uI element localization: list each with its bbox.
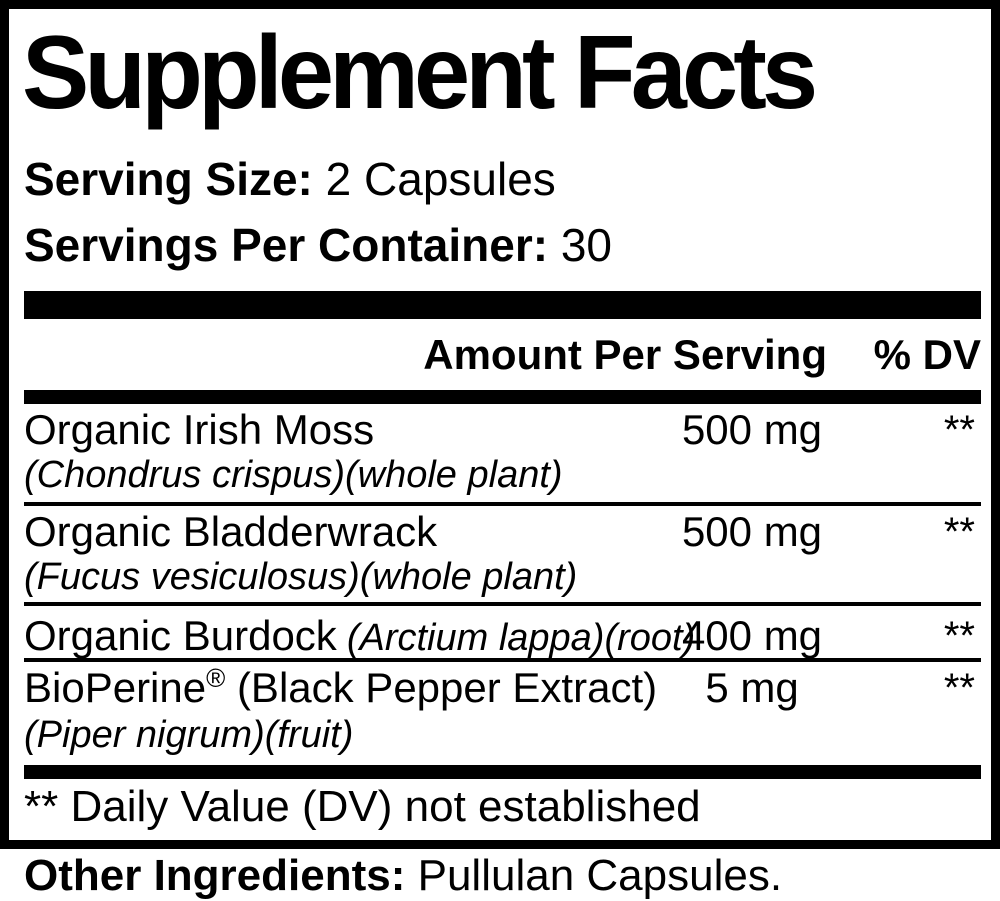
other-ingredients-value: Pullulan Capsules. — [417, 851, 783, 900]
ingredient-botanical-name: (Fucus vesiculosus)(whole plant) — [24, 556, 578, 598]
servings-per-container-value: 30 — [560, 219, 612, 271]
table-row: Organic Irish Moss 500 mg ** — [24, 406, 981, 454]
registered-trademark-symbol: ® — [206, 663, 226, 693]
ingredient-amount: 400 mg — [681, 612, 823, 659]
ingredient-dv: ** — [943, 510, 975, 554]
thick-divider-bar-header — [24, 390, 981, 404]
ingredient-name: Organic Irish Moss — [24, 406, 375, 453]
ingredient-amount: 500 mg — [681, 406, 823, 453]
ingredient-name-suffix: (Black Pepper Extract) — [225, 664, 658, 711]
ingredient-amount: 5 mg — [705, 664, 799, 711]
ingredient-botanical-name: (Arctium lappa)(root) — [346, 617, 696, 659]
ingredient-amount: 500 mg — [681, 508, 823, 555]
thick-divider-bar-top — [24, 291, 981, 319]
ingredient-name-text: BioPerine — [24, 664, 207, 711]
servings-per-container-line: Servings Per Container: 30 — [24, 216, 612, 276]
ingredient-name-text: Organic Burdock — [24, 612, 337, 659]
ingredient-dv: ** — [943, 408, 975, 452]
ingredient-dv: ** — [943, 614, 975, 658]
facts-box-border — [0, 0, 1000, 849]
other-ingredients-label: Other Ingredients: — [24, 851, 406, 900]
table-row: BioPerine® (Black Pepper Extract) 5 mg *… — [24, 664, 981, 712]
thin-divider-rule — [24, 502, 981, 506]
ingredient-name: BioPerine® (Black Pepper Extract) — [24, 664, 677, 712]
page-title: Supplement Facts — [22, 15, 818, 131]
thick-divider-bar-bottom — [24, 765, 981, 779]
ingredient-botanical-name: (Piper nigrum)(fruit) — [24, 714, 354, 756]
table-row: Organic Bladderwrack 500 mg ** — [24, 508, 981, 556]
ingredient-botanical-name: (Chondrus crispus)(whole plant) — [24, 454, 563, 496]
amount-per-serving-header: Amount Per Serving — [423, 331, 827, 378]
ingredient-dv: ** — [943, 666, 975, 710]
thin-divider-rule — [24, 602, 981, 606]
daily-value-footnote: ** Daily Value (DV) not established — [24, 782, 701, 831]
table-header-row: Amount Per Serving % DV — [24, 332, 981, 378]
table-row: Organic Burdock (Arctium lappa)(root) 400… — [24, 612, 981, 662]
serving-size-line: Serving Size: 2 Capsules — [24, 150, 556, 210]
servings-per-container-label: Servings Per Container: — [24, 219, 549, 271]
other-ingredients-line: Other Ingredients: Pullulan Capsules. — [24, 850, 782, 901]
serving-size-value: 2 Capsules — [325, 153, 556, 205]
percent-dv-header: % DV — [873, 331, 981, 378]
ingredient-name: Organic Burdock (Arctium lappa)(root) — [24, 612, 695, 662]
serving-size-label: Serving Size: — [24, 153, 313, 205]
ingredient-name: Organic Bladderwrack — [24, 508, 438, 555]
thin-divider-rule — [24, 658, 981, 662]
